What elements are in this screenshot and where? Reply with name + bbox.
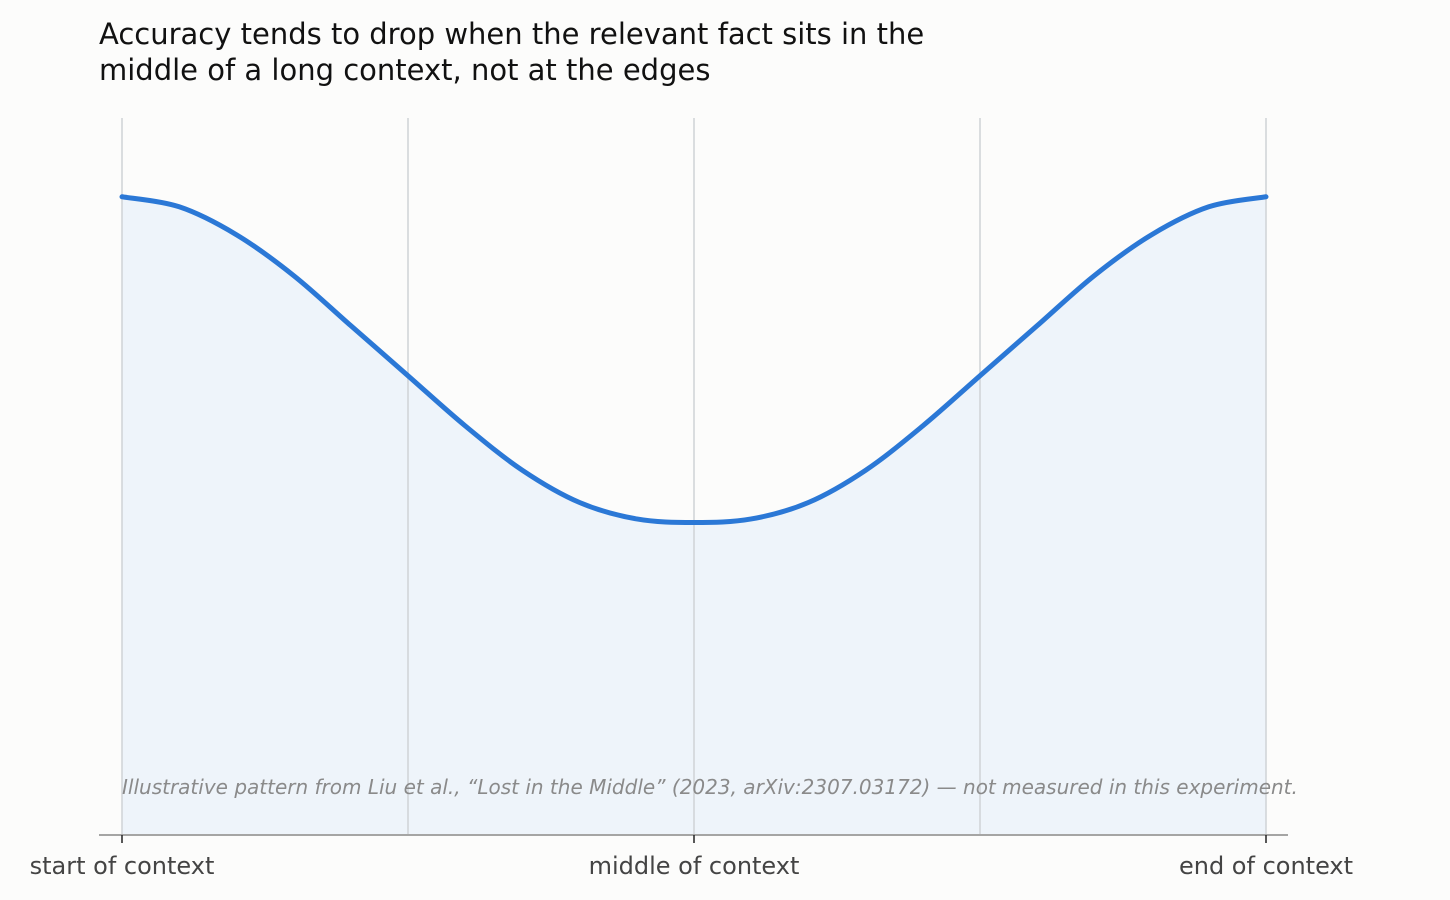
series-line-layer	[119, 194, 1269, 526]
chart-title-line-2: middle of a long context, not at the edg…	[99, 53, 710, 87]
x-axis: start of context middle of context end of …	[30, 834, 1353, 880]
vertical-gridlines	[121, 118, 1267, 834]
series-line	[119, 194, 1269, 526]
x-tick-label-1: middle of context	[589, 852, 800, 880]
chart-title: Accuracy tends to drop when the relevant…	[99, 17, 924, 87]
x-tick-label-0: start of context	[30, 852, 215, 880]
chart-title-line-1: Accuracy tends to drop when the relevant…	[99, 17, 924, 51]
x-tick-label-2: end of context	[1179, 852, 1353, 880]
source-note: Illustrative pattern from Liu et al., “L…	[122, 775, 1298, 799]
